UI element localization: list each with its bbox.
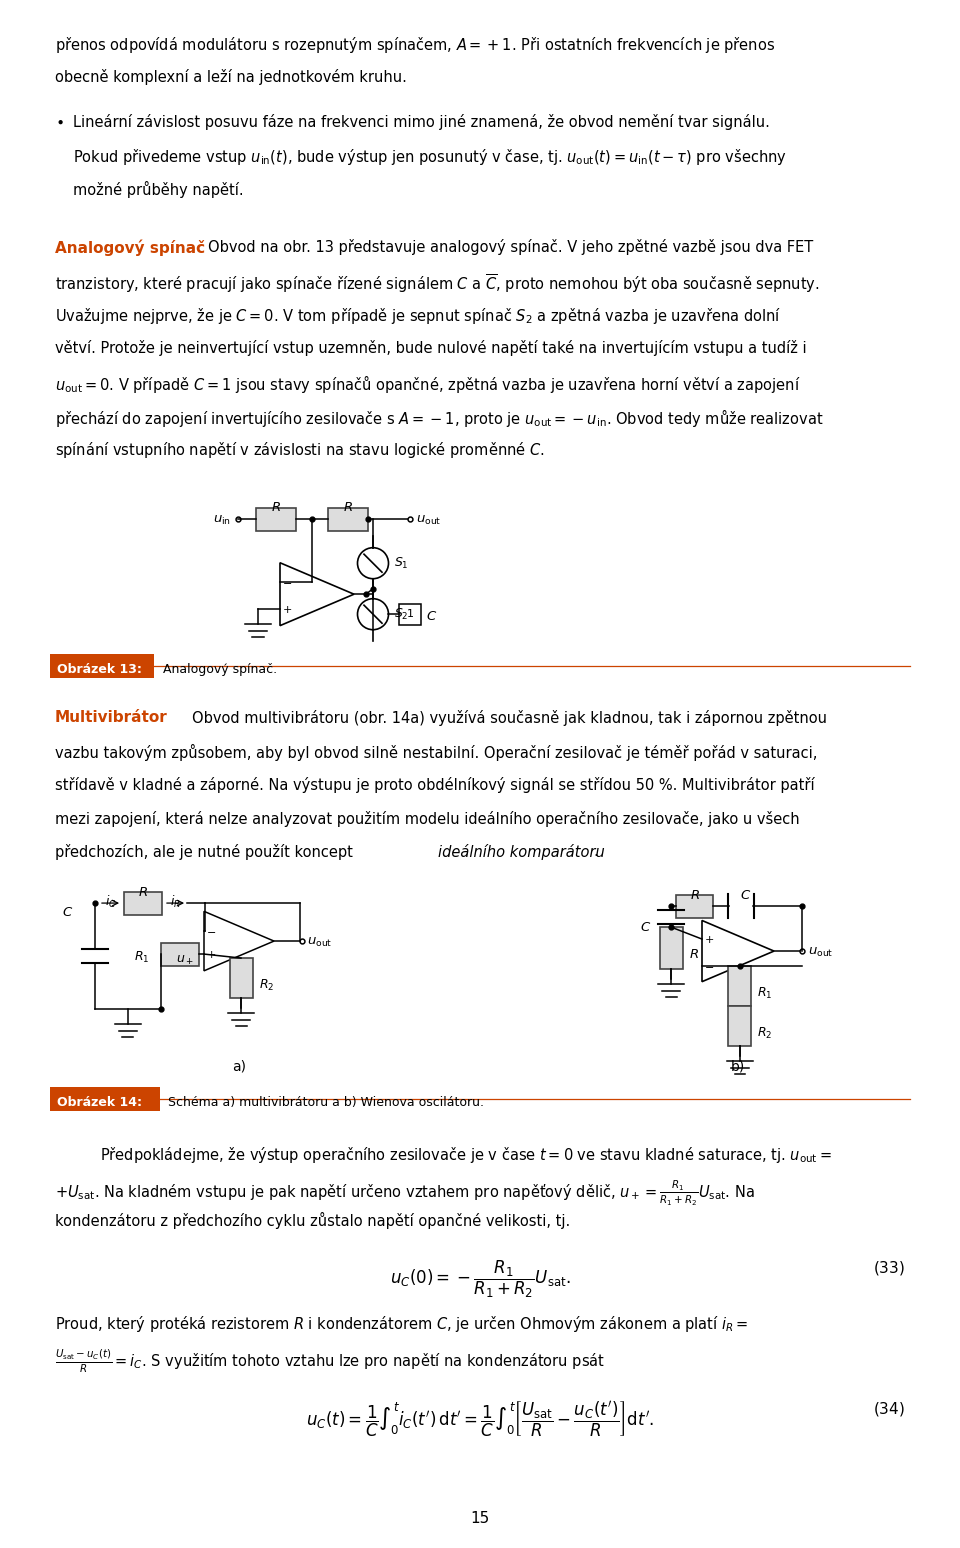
Bar <box>328 508 368 531</box>
Text: $R_1$: $R_1$ <box>133 950 149 964</box>
Text: přechází do zapojení invertujícího zesilovače s $A = -1$, proto je $u_{\mathrm{o: přechází do zapojení invertujícího zesil… <box>55 407 824 429</box>
Text: $u_C(0) = -\dfrac{R_1}{R_1 + R_2}U_{\mathrm{sat}}.$: $u_C(0) = -\dfrac{R_1}{R_1 + R_2}U_{\mat… <box>390 1259 570 1300</box>
Text: $R_1$: $R_1$ <box>757 986 773 1002</box>
Text: $R_2$: $R_2$ <box>757 1026 772 1042</box>
Text: $-$: $-$ <box>704 961 714 971</box>
Text: $+$: $+$ <box>704 933 714 944</box>
Bar <box>256 508 296 531</box>
Bar <box>676 895 713 918</box>
Text: obecně komplexní a leží na jednotkovém kruhu.: obecně komplexní a leží na jednotkovém k… <box>55 68 407 85</box>
Bar <box>399 604 420 625</box>
Text: $u_{\mathrm{out}}$: $u_{\mathrm{out}}$ <box>808 946 833 960</box>
Text: $R$: $R$ <box>689 889 700 902</box>
Text: větví. Protože je neinvertující vstup uzemněn, bude nulové napětí také na invert: větví. Protože je neinvertující vstup uz… <box>55 341 806 356</box>
Text: a): a) <box>232 1059 246 1073</box>
Text: Analogový spínač.: Analogový spínač. <box>163 663 277 676</box>
Text: $C$: $C$ <box>740 889 752 902</box>
Text: Schéma a) multivibrátoru a b) Wienova oscilátoru.: Schéma a) multivibrátoru a b) Wienova os… <box>168 1096 484 1108</box>
Text: vazbu takovým způsobem, aby byl obvod silně nestabilní. Operační zesilovač je té: vazbu takovým způsobem, aby byl obvod si… <box>55 743 817 760</box>
Text: $\bullet$: $\bullet$ <box>55 113 63 128</box>
Text: $R$: $R$ <box>689 947 699 961</box>
Text: $u_{\mathrm{out}} = 0$. V případě $C = 1$ jsou stavy spínačů opančné, zpětná vaz: $u_{\mathrm{out}} = 0$. V případě $C = 1… <box>55 373 801 395</box>
Text: $-$: $-$ <box>206 926 216 937</box>
Text: Pokud přivedeme vstup $u_{\mathrm{in}}(t)$, bude výstup jen posunutý v čase, tj.: Pokud přivedeme vstup $u_{\mathrm{in}}(t… <box>73 147 787 167</box>
Text: $S_2$: $S_2$ <box>394 607 409 622</box>
Text: předchozích, ale je nutné použít koncept: předchozích, ale je nutné použít koncept <box>55 844 357 861</box>
Text: střídavě v kladné a záporné. Na výstupu je proto obdélníkový signál se střídou 5: střídavě v kladné a záporné. Na výstupu … <box>55 777 815 793</box>
Text: ideálního komparátoru: ideálního komparátoru <box>438 844 605 861</box>
Bar <box>124 892 162 915</box>
Text: $C$: $C$ <box>61 906 73 920</box>
Bar <box>729 1006 752 1046</box>
Text: $u_{\mathrm{in}}$: $u_{\mathrm{in}}$ <box>213 514 231 528</box>
Text: $R$: $R$ <box>138 885 148 899</box>
Text: Proud, který protéká rezistorem $R$ i kondenzátorem $C$, je určen Ohmovým zákone: Proud, který protéká rezistorem $R$ i ko… <box>55 1314 749 1334</box>
Bar <box>729 966 752 1006</box>
Text: možné průběhy napětí.: možné průběhy napětí. <box>73 181 244 198</box>
Text: $u_{\mathrm{out}}$: $u_{\mathrm{out}}$ <box>416 514 442 528</box>
Text: tranzistory, které pracují jako spínače řízené signálem $C$ a $\overline{C}$, pr: tranzistory, které pracují jako spínače … <box>55 272 820 296</box>
Text: $u_{\mathrm{out}}$: $u_{\mathrm{out}}$ <box>307 937 332 949</box>
Text: Obrázek 13:: Obrázek 13: <box>57 663 142 676</box>
Text: Analogový spínač: Analogový spínač <box>55 240 205 255</box>
Text: kondenzátoru z předchozího cyklu zůstalo napětí opančné velikosti, tj.: kondenzátoru z předchozího cyklu zůstalo… <box>55 1212 570 1229</box>
Text: $+$: $+$ <box>282 604 292 615</box>
Text: mezi zapojení, která nelze analyzovat použitím modelu ideálního operačního zesil: mezi zapojení, která nelze analyzovat po… <box>55 811 800 827</box>
Text: $+U_{\mathrm{sat}}$. Na kladném vstupu je pak napětí určeno vztahem pro napěťový: $+U_{\mathrm{sat}}$. Na kladném vstupu j… <box>55 1178 755 1207</box>
Text: .: . <box>593 844 598 859</box>
Text: $(34)$: $(34)$ <box>873 1399 905 1418</box>
Text: $u_C(t) = \dfrac{1}{C}\int_0^t i_C(t')\,\mathrm{d}t' = \dfrac{1}{C}\int_0^t \lef: $u_C(t) = \dfrac{1}{C}\int_0^t i_C(t')\,… <box>306 1399 654 1440</box>
Text: přenos odpovídá modulátoru s rozepnutým spínačem, $A = +1$. Při ostatních frekve: přenos odpovídá modulátoru s rozepnutým … <box>55 36 776 56</box>
Text: Obvod multivibrátoru (obr. 14a) využívá současně jak kladnou, tak i zápornou zpě: Obvod multivibrátoru (obr. 14a) využívá … <box>192 711 827 726</box>
Text: $R$: $R$ <box>271 502 281 514</box>
Bar <box>660 927 683 969</box>
Text: Předpokládejme, že výstup operačního zesilovače je v čase $t = 0$ ve stavu kladn: Předpokládejme, že výstup operačního zes… <box>100 1146 831 1166</box>
Text: $+$: $+$ <box>206 949 216 960</box>
Text: $S_1$: $S_1$ <box>394 556 409 571</box>
Bar <box>229 958 252 998</box>
Bar <box>50 1087 160 1110</box>
Text: $C$: $C$ <box>639 921 651 933</box>
Text: $i_C$: $i_C$ <box>105 895 116 910</box>
Text: $i_R$: $i_R$ <box>170 895 180 910</box>
Text: $R$: $R$ <box>343 502 353 514</box>
Text: Multivibrátor: Multivibrátor <box>55 711 168 724</box>
Text: $u_+$: $u_+$ <box>176 954 194 968</box>
Text: $(33)$: $(33)$ <box>873 1259 905 1277</box>
Text: spínání vstupního napětí v závislosti na stavu logické proměnné $C$.: spínání vstupního napětí v závislosti na… <box>55 440 544 460</box>
Text: 15: 15 <box>470 1511 490 1526</box>
Text: Lineární závislost posuvu fáze na frekvenci mimo jiné znamená, že obvod nemění t: Lineární závislost posuvu fáze na frekve… <box>73 113 770 130</box>
Text: $C$: $C$ <box>426 610 438 624</box>
Bar <box>50 655 154 678</box>
Text: $-$: $-$ <box>282 577 292 587</box>
Text: $R_2$: $R_2$ <box>259 978 275 994</box>
Text: 1: 1 <box>406 610 414 619</box>
Text: Uvažujme nejprve, že je $C = 0$. V tom případě je sepnut spínač $S_2$ a zpětná v: Uvažujme nejprve, že je $C = 0$. V tom p… <box>55 307 781 327</box>
Text: b): b) <box>731 1059 745 1073</box>
Text: $\frac{U_{\mathrm{sat}}-u_C(t)}{R} = i_C$. S využitím tohoto vztahu lze pro napě: $\frac{U_{\mathrm{sat}}-u_C(t)}{R} = i_C… <box>55 1348 605 1375</box>
Text: Obvod na obr. 13 představuje analogový spínač. V jeho zpětné vazbě jsou dva FET: Obvod na obr. 13 představuje analogový s… <box>208 240 813 255</box>
Text: Obrázek 14:: Obrázek 14: <box>57 1096 142 1108</box>
Bar <box>161 943 199 966</box>
